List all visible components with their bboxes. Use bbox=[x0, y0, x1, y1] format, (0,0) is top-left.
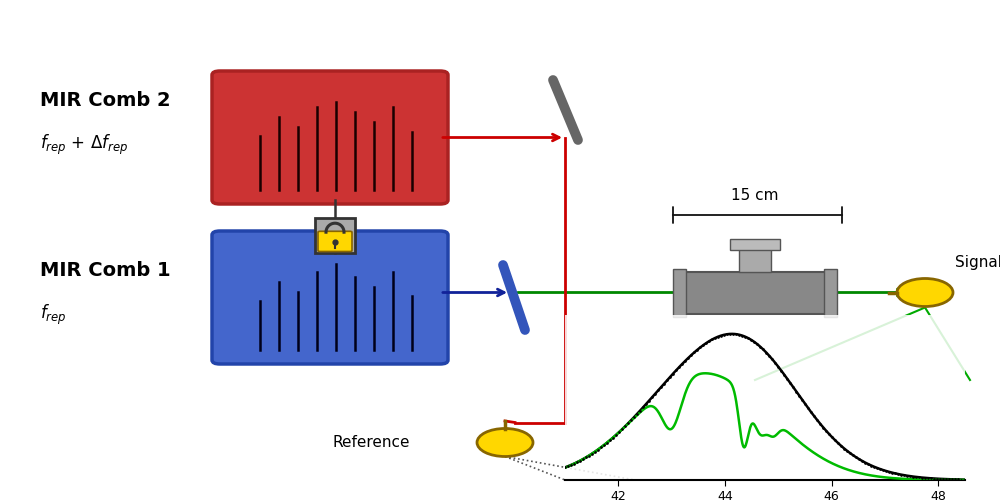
Text: Reference: Reference bbox=[332, 435, 410, 450]
Bar bbox=[673, 268, 686, 316]
Text: MIR Comb 2: MIR Comb 2 bbox=[40, 90, 171, 110]
Bar bbox=[824, 268, 837, 316]
Circle shape bbox=[477, 428, 533, 456]
Bar bbox=[680, 272, 830, 314]
Circle shape bbox=[897, 278, 953, 306]
Bar bbox=[730, 238, 780, 250]
Text: $f_{rep}$ + $\Delta f_{rep}$: $f_{rep}$ + $\Delta f_{rep}$ bbox=[40, 133, 128, 157]
Text: Signal: Signal bbox=[955, 255, 1000, 270]
Text: 15 cm: 15 cm bbox=[731, 188, 779, 202]
Bar bbox=[315, 218, 355, 252]
Text: $f_{rep}$: $f_{rep}$ bbox=[40, 303, 67, 327]
FancyBboxPatch shape bbox=[212, 71, 448, 204]
FancyBboxPatch shape bbox=[318, 232, 352, 252]
Text: MIR Comb 1: MIR Comb 1 bbox=[40, 260, 171, 280]
Bar bbox=[739, 248, 771, 272]
FancyBboxPatch shape bbox=[212, 231, 448, 364]
